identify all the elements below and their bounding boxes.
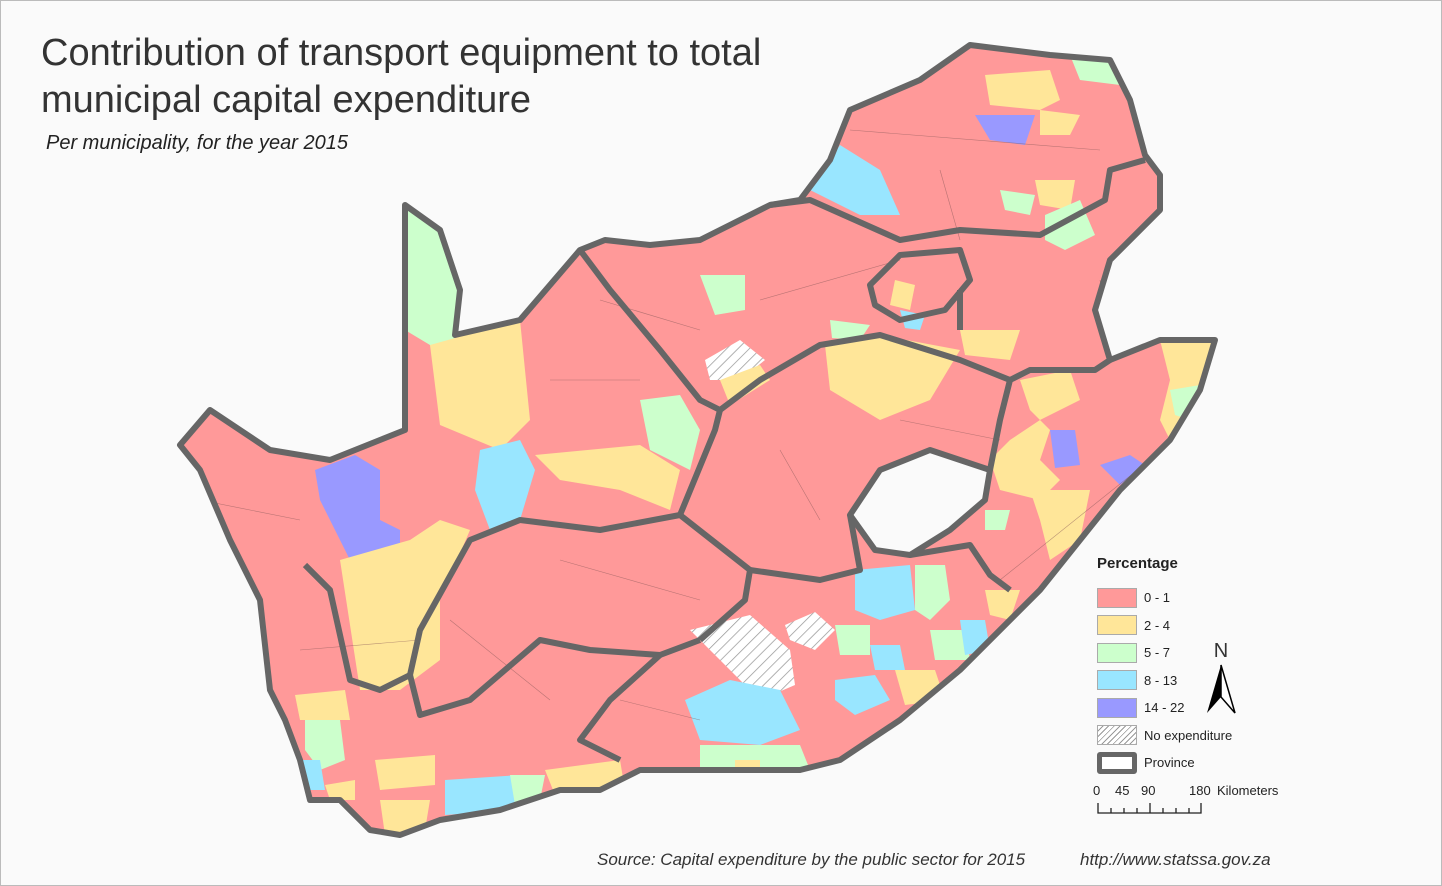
scale-label: 45 [1115,783,1130,798]
municipality-2-4 [295,690,350,720]
municipality-2-4 [890,280,915,310]
municipality-8-13 [835,675,890,715]
municipality-5-7 [930,630,970,660]
scale-label: 90 [1141,783,1156,798]
north-arrow-icon [1207,664,1236,714]
legend-swatch [1097,642,1137,663]
municipality-2-4 [325,780,355,800]
municipality-2-4 [340,520,470,690]
municipality-8-13 [870,645,905,670]
legend-item-province: Province [1097,749,1232,777]
municipality-2-4 [405,205,460,345]
legend-label: 8 - 13 [1144,672,1178,688]
municipality-2-4 [535,445,680,510]
scale-label: 0 [1093,783,1101,798]
municipality-8-13 [475,440,535,530]
scale-unit: Kilometers [1217,783,1279,798]
north-label: N [1213,640,1229,662]
municipality-2-4 [825,335,960,420]
legend-item: 5 - 7 [1097,639,1232,667]
legend-swatch [1097,615,1137,636]
legend-item-no-expenditure: No expenditure [1097,722,1232,750]
municipality-5-7 [1000,190,1035,215]
municipality-no-expenditure [785,612,835,650]
municipality-2-4 [720,365,770,405]
legend-swatch [1097,670,1137,691]
scale-label: 180 [1189,783,1211,798]
north-arrow: N [1205,640,1237,720]
lesotho [847,447,993,558]
municipality-8-13 [960,620,990,655]
municipal-borders [199,129,1151,721]
legend-swatch [1097,751,1137,774]
municipality-8-13 [855,565,915,620]
municipality-5-7 [305,720,345,770]
legend: Percentage 0 - 1 2 - 4 5 - 7 8 - 13 14 -… [1097,555,1232,777]
source-note: Source: Capital expenditure by the publi… [597,850,1026,869]
legend-item: 2 - 4 [1097,612,1232,640]
municipality-5-7 [915,565,950,620]
legend-label: 0 - 1 [1144,590,1171,606]
municipality-2-4 [960,330,1020,360]
municipality-no-expenditure [690,615,795,700]
legend-label: Province [1144,755,1195,771]
map-title: Contribution of transport equipment to t… [41,32,762,121]
scale-bar: 0 45 90 180 Kilometers [1093,783,1293,818]
municipality-2-4 [985,70,1060,110]
municipality-2-4 [985,590,1020,620]
municipality-14-22 [1100,455,1145,485]
legend-swatch [1097,587,1137,608]
municipality-2-4 [735,760,760,790]
municipality-5-7 [700,275,745,315]
municipality-2-4 [1040,110,1080,135]
municipality-14-22 [1050,430,1080,468]
municipality-8-13 [685,680,800,745]
legend-label: 5 - 7 [1144,645,1171,661]
legend-label: 14 - 22 [1144,700,1185,716]
municipality-8-13 [810,145,900,215]
legend-item: 14 - 22 [1097,694,1232,722]
municipality-5-7 [700,745,810,770]
legend-label: No expenditure [1144,727,1233,743]
legend-swatch [1097,697,1137,718]
province-borders [180,45,1215,835]
municipality-8-13 [445,775,520,815]
municipality-5-7 [835,625,870,655]
municipality-5-7 [985,510,1010,530]
municipality-2-4 [375,755,435,790]
map-subtitle: Per municipality, for the year 2015 [46,132,349,154]
municipality-2-4 [430,320,530,450]
legend-item: 0 - 1 [1097,584,1232,612]
municipality-5-7 [640,395,700,470]
municipality-14-22 [975,115,1035,145]
municipality-2-4 [1035,180,1075,210]
legend-item: 8 - 13 [1097,667,1232,695]
municipality-14-22 [315,455,400,560]
legend-title: Percentage [1097,555,1178,572]
municipality-2-4 [990,370,1080,500]
legend-label: 2 - 4 [1144,617,1171,633]
municipality-5-7 [830,320,870,340]
legend-swatch [1097,725,1137,746]
scale-ruler [1097,803,1202,814]
source-url: http://www.statssa.gov.za [1080,850,1271,869]
